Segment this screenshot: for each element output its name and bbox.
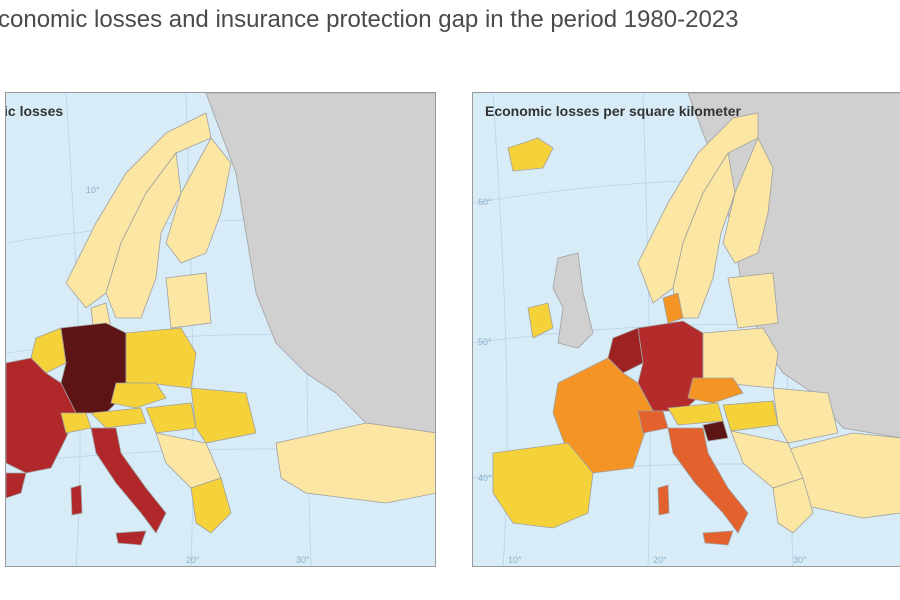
region-sweden [672, 151, 736, 319]
graticule-label-20: 20° [653, 555, 667, 565]
region-sicily [115, 530, 147, 546]
graticule-label-30: 30° [793, 555, 807, 565]
map-economic-losses: 10° 20° 30° ic losses [5, 92, 436, 567]
region-baltics [727, 272, 779, 329]
region-finland [722, 137, 774, 264]
region-turkey [275, 422, 435, 504]
region-sicily [702, 530, 734, 546]
graticule-label-60: 60° [478, 197, 492, 207]
region-finland [165, 137, 232, 264]
region-poland [125, 327, 197, 389]
region-iceland [507, 137, 554, 172]
graticule-label-20: 20° [186, 555, 200, 565]
map-title-economic-losses: ic losses [5, 103, 64, 119]
region-czechia [110, 382, 167, 409]
region-denmark [662, 292, 684, 324]
map-title-economic-losses-per-km2: Economic losses per square kilometer [485, 103, 741, 119]
map-economic-losses-per-km2: 60° 50° 40° 10° 20° 30° Economic losses … [472, 92, 900, 567]
region-benelux [30, 327, 67, 374]
region-sweden [105, 151, 182, 319]
region-norway [637, 112, 759, 304]
region-italy [90, 427, 167, 534]
page-title: conomic losses and insurance protection … [0, 6, 739, 33]
region-sardinia [657, 484, 670, 516]
region-greece [190, 477, 232, 534]
region-italy [667, 427, 749, 534]
region-czechia [687, 377, 744, 404]
region-non-eea [205, 93, 435, 434]
region-romania [772, 387, 839, 444]
region-ireland [527, 302, 554, 339]
region-norway [65, 112, 212, 309]
graticule-label-40: 40° [478, 473, 492, 483]
region-sardinia [70, 484, 83, 516]
region-spain [6, 472, 27, 499]
region-uk [552, 252, 594, 349]
region-baltics [165, 272, 212, 329]
region-greece [772, 477, 814, 534]
graticule-label-50: 50° [478, 337, 492, 347]
region-slovenia [702, 420, 729, 442]
region-austria [90, 407, 147, 429]
region-romania [190, 387, 257, 444]
graticule-label-10: 10° [508, 555, 522, 565]
region-benelux [607, 327, 644, 374]
region-spain [492, 442, 594, 529]
region-france [552, 357, 654, 474]
graticule-label-10: 10° [86, 185, 100, 195]
graticule-label-30: 30° [296, 555, 310, 565]
